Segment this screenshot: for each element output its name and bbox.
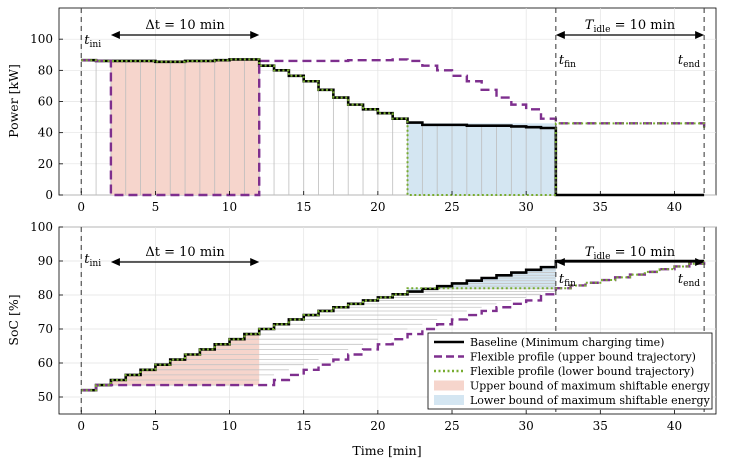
- soc-x-tick-label: 25: [444, 419, 459, 433]
- soc-x-tick-label: 35: [593, 419, 608, 433]
- soc-delta-t-arrow-head-left: [110, 258, 120, 266]
- soc-y-tick-label: 100: [30, 220, 53, 234]
- power-tick-labels: 0 5 10 15 20 25 30 35 40 0 20 40 60 80 100: [30, 32, 682, 214]
- soc-y-tick-label: 70: [38, 322, 53, 336]
- soc-t-idle-arrow-head-right: [695, 258, 705, 266]
- power-x-tick-label: 20: [370, 200, 385, 214]
- power-y-tick-label: 80: [38, 63, 53, 77]
- power-x-tick-label: 35: [593, 200, 608, 214]
- soc-x-tick-label: 5: [152, 419, 160, 433]
- soc-tick-labels: 0 5 10 15 20 25 30 35 40 50 60 70 80 90 100: [30, 220, 682, 433]
- power-series: [80, 8, 706, 197]
- soc-x-tick-label: 0: [77, 419, 85, 433]
- soc-y-tick-label: 60: [38, 356, 53, 370]
- power-step-stems: [95, 59, 542, 195]
- legend-label: Flexible profile (lower bound trajectory…: [470, 365, 694, 378]
- legend-label: Flexible profile (upper bound trajectory…: [470, 351, 696, 364]
- legend-swatch: [434, 395, 464, 405]
- soc-t-idle-arrow-head-left: [555, 258, 565, 266]
- power-y-tick-label: 40: [38, 126, 53, 140]
- legend-label: Upper bound of maximum shiftable energy: [470, 380, 711, 393]
- power-baseline-series: [81, 58, 705, 197]
- power-x-tick-label: 0: [77, 200, 85, 214]
- soc-delta-t-arrow-head-right: [250, 258, 260, 266]
- legend-box: [427, 332, 713, 410]
- power-t-idle-arrow-head-right: [695, 31, 705, 39]
- power-t-idle-arrow-head-left: [555, 31, 565, 39]
- soc-x-tick-label: 40: [667, 419, 682, 433]
- power-y-tick-label: 0: [45, 188, 53, 202]
- power-lower-bound-series: [81, 58, 706, 196]
- power-x-tick-label: 15: [296, 200, 311, 214]
- power-y-tick-label: 60: [38, 95, 53, 109]
- power-delta-t-label: Δt = 10 min: [145, 18, 225, 33]
- soc-t-idle-label: Tidle = 10 min: [585, 245, 676, 262]
- power-x-tick-label: 30: [519, 200, 534, 214]
- soc-t-ini-label: tini: [84, 252, 101, 269]
- soc-y-tick-label: 90: [38, 254, 53, 268]
- legend: Baseline (Minimum charging time) Flexible…: [427, 332, 713, 410]
- soc-y-tick-label: 80: [38, 288, 53, 302]
- soc-lower-bound-series: [81, 261, 706, 392]
- soc-step-stems: [96, 266, 556, 386]
- soc-y-tick-label: 50: [38, 390, 53, 404]
- power-x-tick-label: 40: [667, 200, 682, 214]
- power-y-tick-label: 100: [30, 32, 53, 46]
- power-t-ini-label: tini: [84, 33, 101, 50]
- power-t-idle-label: Tidle = 10 min: [585, 18, 676, 35]
- power-y-tick-label: 20: [38, 157, 53, 171]
- power-y-axis-label: Power [kW]: [6, 64, 21, 138]
- soc-x-tick-label: 30: [519, 419, 534, 433]
- power-t-end-label: tend: [678, 53, 700, 70]
- power-x-tick-label: 10: [222, 200, 237, 214]
- soc-annotations: tini tfin tend Δt = 10 min Tidle = 10 min: [84, 245, 705, 289]
- power-delta-t-arrow-head-left: [110, 31, 120, 39]
- soc-t-end-label: tend: [678, 272, 700, 289]
- legend-label: Lower bound of maximum shiftable energy: [470, 394, 711, 407]
- time-x-axis-label: Time [min]: [352, 443, 421, 458]
- soc-baseline-series: [81, 259, 705, 392]
- soc-t-fin-label: tfin: [559, 272, 576, 289]
- soc-x-tick-label: 10: [222, 419, 237, 433]
- power-annotations: tini tfin tend Δt = 10 min Tidle = 10 min: [84, 18, 705, 70]
- power-t-fin-label: tfin: [559, 53, 576, 70]
- soc-series: [80, 227, 706, 414]
- soc-x-tick-label: 20: [370, 419, 385, 433]
- power-upper-bound-series: [81, 58, 706, 197]
- soc-delta-t-label: Δt = 10 min: [145, 245, 225, 260]
- lower-shiftable-energy-region: [407, 261, 556, 292]
- soc-y-axis-label: SoC [%]: [6, 294, 21, 345]
- power-x-tick-label: 5: [152, 200, 160, 214]
- legend-swatch: [434, 380, 464, 391]
- legend-label: Baseline (Minimum charging time): [470, 336, 664, 349]
- power-panel: 0 5 10 15 20 25 30 35 40 0 20 40 60 80 100 tini tfin ten…: [6, 7, 717, 214]
- soc-x-tick-label: 15: [296, 419, 311, 433]
- power-x-tick-label: 25: [444, 200, 459, 214]
- power-delta-t-arrow-head-right: [250, 31, 260, 39]
